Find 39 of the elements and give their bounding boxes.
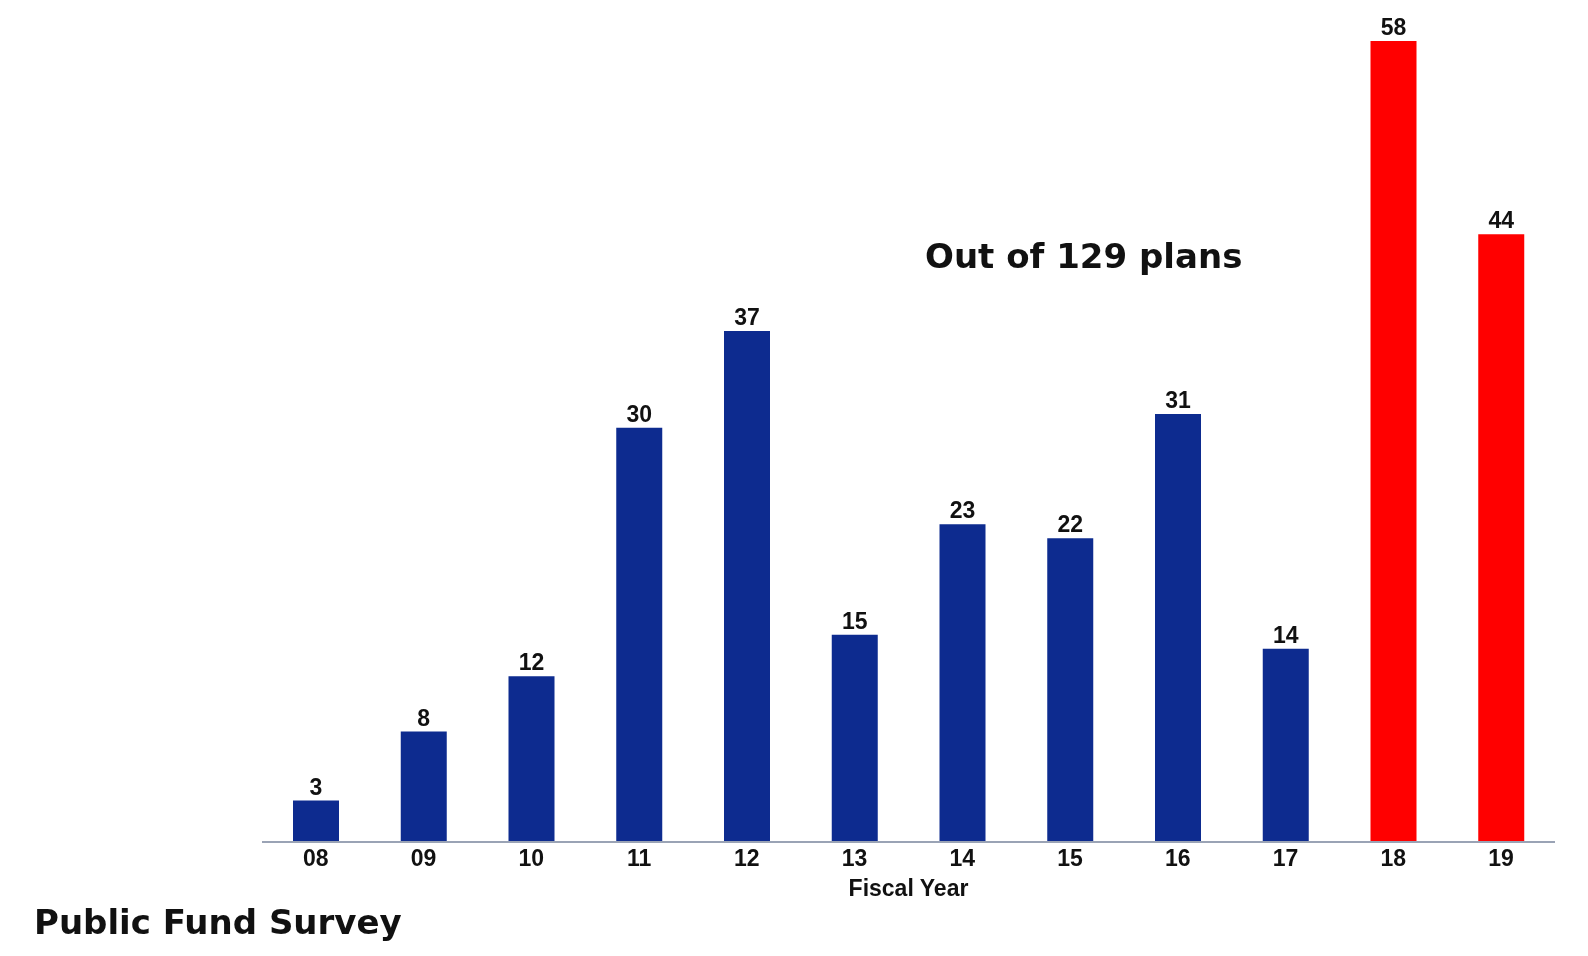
data-label: 23	[949, 497, 976, 524]
bar	[1047, 538, 1094, 842]
data-label: 22	[1057, 511, 1084, 538]
bar	[293, 800, 339, 842]
x-tick-label: 12	[734, 845, 760, 872]
data-label: 44	[1488, 207, 1515, 234]
bar	[831, 634, 878, 842]
data-label: 58	[1380, 14, 1407, 40]
bar	[1155, 413, 1201, 842]
bar	[508, 676, 555, 842]
x-tick-label: 16	[1165, 845, 1191, 872]
bar	[1478, 234, 1525, 842]
bar	[1370, 41, 1417, 842]
data-label: 14	[1272, 621, 1299, 648]
x-tick-label: 17	[1272, 845, 1299, 872]
data-label: 37	[734, 304, 760, 331]
bar	[939, 524, 986, 842]
x-tick-label: 09	[410, 845, 437, 872]
x-tick-label: 10	[518, 845, 545, 872]
x-tick-label: 19	[1488, 845, 1514, 872]
x-tick-label: 18	[1380, 845, 1407, 872]
bar	[400, 731, 447, 842]
x-axis-title: Fiscal Year	[848, 875, 969, 901]
x-tick-label: 11	[626, 845, 652, 872]
data-label: 3	[309, 773, 323, 800]
data-label: 8	[417, 704, 431, 731]
bar	[1262, 648, 1309, 842]
x-tick-label: 13	[841, 845, 868, 872]
bar	[616, 427, 663, 842]
data-label: 15	[841, 607, 868, 634]
x-tick-label: 08	[303, 845, 329, 872]
x-tick-label: 14	[949, 845, 976, 872]
data-label: 31	[1165, 386, 1191, 413]
annotation: Out of 129 plans	[925, 236, 1243, 276]
text: Public Fund Survey	[34, 902, 402, 942]
bar	[724, 331, 770, 842]
data-label: 12	[518, 649, 545, 676]
data-label: 30	[626, 400, 653, 427]
x-tick-label: 15	[1057, 845, 1084, 872]
